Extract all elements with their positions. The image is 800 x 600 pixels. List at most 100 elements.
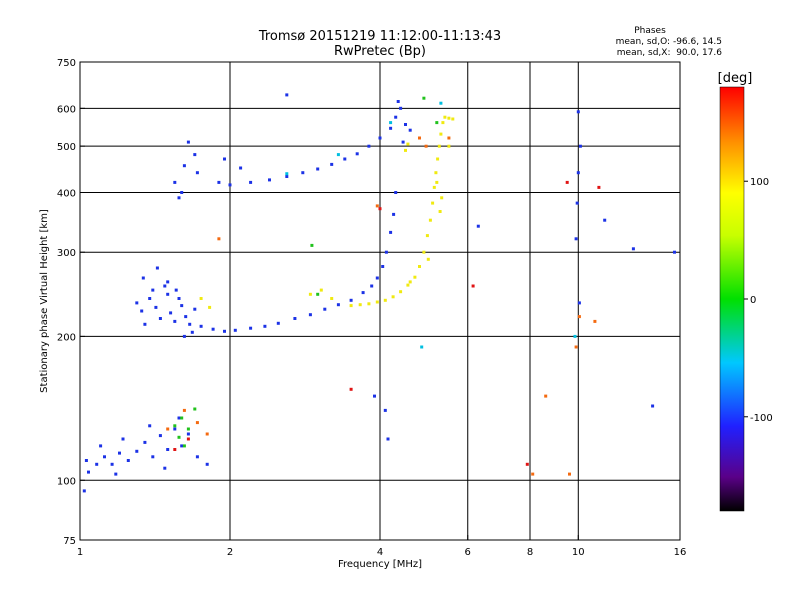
data-point [268,178,271,182]
data-point [110,462,114,466]
data-point [103,455,106,459]
data-point [169,311,173,315]
data-point [148,297,152,300]
data-point [330,162,334,166]
data-point [177,416,181,420]
data-point [471,284,475,288]
data-point [163,284,167,288]
data-point [143,440,147,444]
data-point [406,283,410,287]
data-point [422,250,426,254]
data-point [404,123,407,126]
data-point [126,459,130,462]
data-point [180,304,184,308]
data-point [447,116,451,120]
data-point [673,250,676,254]
data-point [361,291,365,295]
data-point [193,307,197,311]
chart-title: Tromsø 20151219 11:12:00-11:13:43 [258,29,501,44]
data-point [285,175,289,178]
data-point [358,303,362,307]
y-tick-label: 500 [57,142,76,153]
data-point [211,327,215,331]
data-point [381,265,385,268]
data-point [151,455,155,459]
data-point [177,297,181,300]
data-point [375,204,379,208]
data-point [308,292,312,296]
data-point [425,234,429,238]
data-point [173,427,177,431]
data-point [323,307,327,311]
x-axis-label: Frequency [MHz] [338,559,422,570]
data-point [406,142,410,146]
x-axis-ticks: 1 2 4 6 8 10 16 [77,535,686,558]
data-point [576,110,580,114]
data-point [330,297,334,300]
data-point [195,455,199,459]
data-point [151,288,155,292]
data-point [443,115,447,119]
data-point [447,144,451,148]
colorbar-ticks: 100 0 -100 [744,177,773,424]
data-point [166,292,170,296]
data-point [408,280,412,284]
data-point [418,136,421,140]
data-point [565,180,569,184]
x-tick-label: 8 [527,547,533,558]
stats-o-mode: mean, sd,O: -96.6, 14.5 [616,37,722,47]
data-point [186,140,190,144]
data-point [437,144,441,148]
data-point [451,117,455,121]
data-point [249,180,253,184]
data-point [544,394,548,398]
data-point [319,288,323,292]
data-point [99,444,103,448]
data-point [432,185,436,189]
data-point [182,334,186,338]
data-point [525,462,529,466]
data-point [228,183,232,187]
data-point [82,489,86,493]
data-point [631,247,635,251]
x-tick-label: 6 [465,547,471,558]
data-point [392,212,396,216]
data-point [573,334,577,338]
data-point [396,100,400,103]
data-point [378,136,382,140]
data-point [440,196,444,200]
data-point [349,387,353,391]
data-point [310,243,314,247]
data-point [205,462,209,466]
data-point [166,448,170,451]
data-point [184,315,188,319]
data-point [148,424,152,428]
data-point [141,276,145,280]
data-point [193,153,197,157]
data-point [143,322,147,326]
data-point [316,292,320,296]
data-point [217,180,221,184]
data-point [154,305,158,309]
data-point [166,280,170,284]
data-point [389,230,393,234]
data-point [349,304,353,308]
data-point [233,328,237,332]
data-point [140,309,144,313]
data-point [434,171,438,175]
data-point [575,201,579,205]
data-point [408,128,412,132]
data-point [308,313,312,317]
data-point [386,437,390,441]
data-point [375,300,379,304]
x-tick-label: 1 [77,547,83,558]
colorbar-tick-label: 100 [750,177,769,188]
data-point [336,153,340,157]
data-point [239,166,243,170]
data-point [135,301,139,305]
data-point [190,330,194,334]
data-point [435,180,439,184]
data-point [394,115,398,119]
data-point [121,437,125,441]
data-point [174,288,178,292]
